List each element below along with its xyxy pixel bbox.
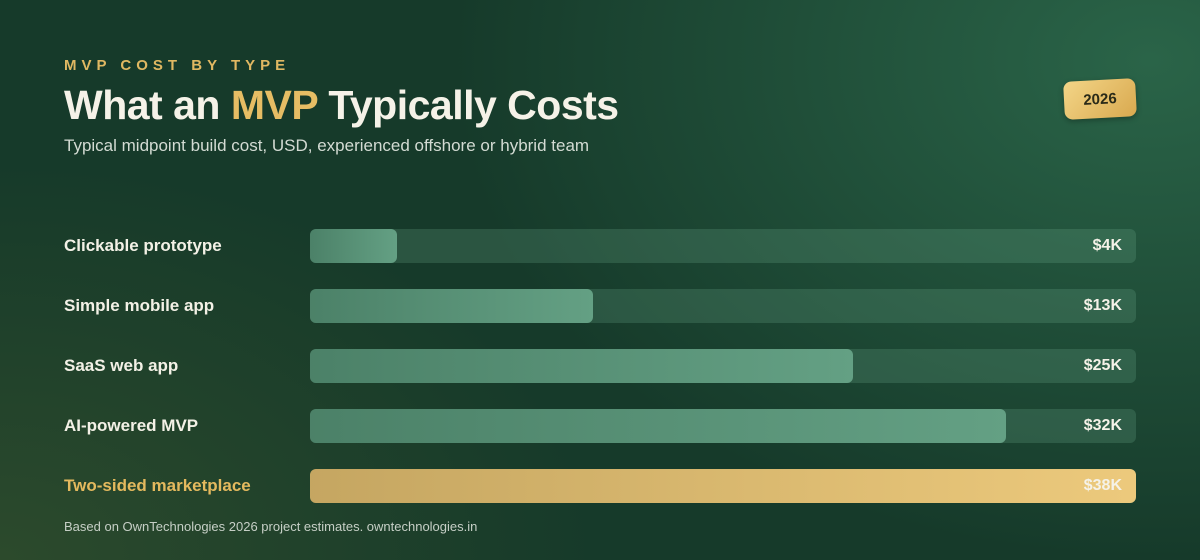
bar xyxy=(310,229,397,263)
bar-track: $13K xyxy=(310,289,1136,323)
chart-title: What an MVP Typically Costs xyxy=(64,82,619,129)
bar-track: $38K xyxy=(310,469,1136,503)
bar xyxy=(310,469,1136,503)
bar-track: $25K xyxy=(310,349,1136,383)
category-label: Two-sided marketplace xyxy=(64,476,251,495)
bar-track: $4K xyxy=(310,229,1136,263)
title-highlight: MVP xyxy=(230,82,318,128)
value-label: $4K xyxy=(1092,237,1122,254)
title-part: Typically Costs xyxy=(328,82,619,128)
value-label: $32K xyxy=(1083,417,1122,434)
bar-track: $32K xyxy=(310,409,1136,443)
source-note: Based on OwnTechnologies 2026 project es… xyxy=(64,519,478,534)
bar xyxy=(310,289,593,323)
title-part: What an xyxy=(64,82,220,128)
category-label: AI-powered MVP xyxy=(64,416,199,435)
bar xyxy=(310,349,854,383)
value-label: $25K xyxy=(1083,357,1122,374)
bar xyxy=(310,409,1006,443)
category-label: SaaS web app xyxy=(64,356,179,375)
category-label: Clickable prototype xyxy=(64,236,222,255)
subtitle: Typical midpoint build cost, USD, experi… xyxy=(64,136,590,155)
value-label: $38K xyxy=(1083,477,1122,494)
kicker: MVP COST BY TYPE xyxy=(64,57,291,74)
value-label: $13K xyxy=(1083,297,1122,314)
category-label: Simple mobile app xyxy=(64,296,215,315)
year-badge: 2026 xyxy=(1063,78,1137,120)
